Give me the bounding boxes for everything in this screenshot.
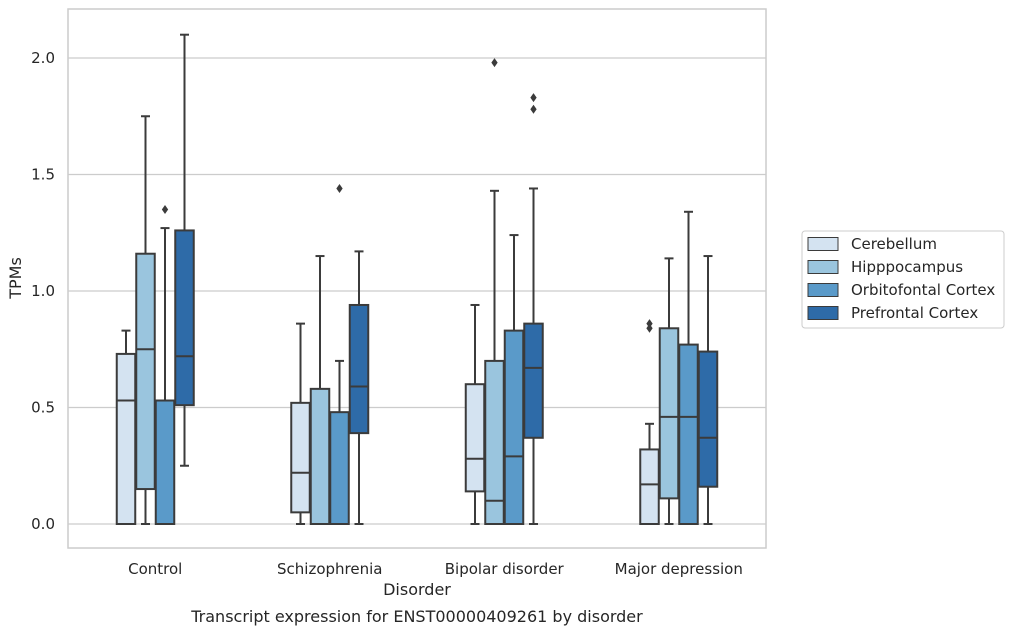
y-tick-label: 1.0 [31,282,55,300]
y-tick-label: 2.0 [31,49,55,67]
outlier-point [491,58,498,68]
box-iqr [523,322,544,439]
box-cerebellum-0 [115,329,137,525]
box-orbitofontal-cortex-1 [329,183,350,525]
box-iqr [329,411,350,525]
box-orbitofontal-cortex-0 [154,204,176,526]
x-axis-ticks: Control Schizophrenia Bipolar disorder Majo… [128,560,743,578]
y-tick-label: 1.5 [31,166,55,184]
box-iqr [348,303,370,435]
legend-label: Prefrontal Cortex [851,304,978,322]
x-tick-label: Bipolar disorder [445,560,565,578]
box-iqr [639,448,660,525]
x-tick-label: Major depression [615,560,743,578]
box-iqr [174,229,195,407]
x-tick-label: Schizophrenia [277,560,382,578]
x-tick-label: Control [128,560,182,578]
outlier-point [530,104,537,114]
box-iqr [135,252,156,491]
box-cerebellum-2 [464,303,486,525]
y-tick-label: 0.5 [31,399,55,417]
legend-label: Cerebellum [851,235,937,253]
outlier-point [530,93,537,103]
box-iqr [290,401,311,514]
legend-label: Orbitofontal Cortex [851,281,995,299]
box-hipppocampus-0 [135,115,156,525]
box-iqr [154,399,176,526]
outlier-point [646,323,653,333]
box-iqr [697,350,719,488]
box-prefrontal-cortex-1 [348,250,370,525]
legend-swatch [807,260,839,274]
legend-swatch [807,306,839,320]
outlier-point [646,319,653,329]
box-iqr [464,383,486,493]
outlier-point [161,204,169,214]
box-orbitofontal-cortex-3 [678,210,699,525]
y-axis-ticks: 0.0 0.5 1.0 1.5 2.0 [31,49,55,533]
legend-swatch [807,283,839,297]
box-iqr [678,343,699,525]
box-prefrontal-cortex-3 [697,255,719,525]
plot-frame [67,8,767,549]
legend-label: Hipppocampus [851,258,963,276]
box-hipppocampus-2 [484,58,505,525]
chart-caption: Transcript expression for ENST0000040926… [190,607,643,626]
box-prefrontal-cortex-2 [523,93,544,525]
outlier-point [336,183,343,193]
box-prefrontal-cortex-0 [174,33,195,467]
x-axis-label: Disorder [383,580,451,599]
box-iqr [309,387,331,525]
box-iqr [658,327,680,500]
box-iqr [503,329,525,525]
legend-swatch [807,237,839,251]
box-iqr [115,352,137,525]
y-tick-label: 0.0 [31,515,55,533]
box-plots [115,33,719,526]
y-axis-label: TPMs [6,257,25,300]
box-cerebellum-3 [639,319,660,525]
legend: Cerebellum Hipppocampus Orbitofontal Corte… [801,230,1005,329]
legend-frame [801,230,1005,329]
box-iqr [484,359,505,525]
